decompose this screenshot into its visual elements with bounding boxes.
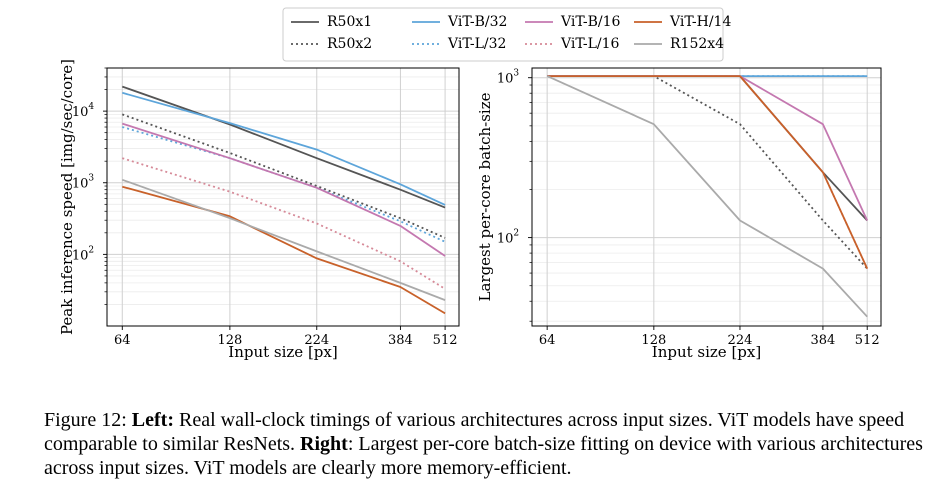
series-line-vit-l-16 xyxy=(547,75,869,269)
legend-label-vit-l-32: ViT-L/32 xyxy=(447,36,506,52)
y-tick-label: 102 xyxy=(497,229,519,247)
y-tick-exponent: 4 xyxy=(88,102,94,112)
x-tick-label: 224 xyxy=(728,333,753,348)
y-tick-exponent: 3 xyxy=(88,174,94,184)
figure-caption: Figure 12: Left: Real wall-clock timings… xyxy=(44,408,934,480)
x-tick-label: 64 xyxy=(114,333,131,348)
series-line-vit-b-16 xyxy=(122,122,446,257)
y-tick-exponent: 3 xyxy=(513,69,519,79)
caption-left-label: Left: xyxy=(131,409,174,431)
x-tick-label: 128 xyxy=(217,333,242,348)
x-axis-label: Input size [px] xyxy=(652,343,761,361)
legend: R50x1 ViT-B/32 ViT-B/16 ViT-H/14 R50x2 ViT-L/… xyxy=(282,7,731,62)
series-line-r152x4 xyxy=(121,178,446,301)
series-line-r50x2 xyxy=(547,75,868,270)
axes-frame xyxy=(531,67,882,327)
y-tick-exponent: 2 xyxy=(88,245,94,255)
figure-canvas: R50x1 ViT-B/32 ViT-B/16 ViT-H/14 R50x2 ViT-L/… xyxy=(58,7,882,361)
series-line-vit-h-14 xyxy=(122,185,446,315)
series-line-r50x1 xyxy=(122,85,446,209)
right-chart: 64 128 224 384 512 102 103 Input size [px] Large… xyxy=(476,67,882,361)
series-line-vit-b-32 xyxy=(122,91,446,206)
legend-label-vit-l-16: ViT-L/16 xyxy=(560,36,620,52)
legend-label-r50x1: R50x1 xyxy=(327,14,372,30)
legend-label-vit-b-32: ViT-B/32 xyxy=(447,14,507,30)
legend-label-vit-b-16: ViT-B/16 xyxy=(560,14,621,30)
series-line-vit-l-32 xyxy=(122,126,446,243)
x-tick-label: 384 xyxy=(811,333,836,348)
y-axis-label: Peak inference speed [img/sec/core] xyxy=(58,59,76,335)
legend-label-vit-h-14: ViT-H/14 xyxy=(669,14,731,30)
x-tick-label: 64 xyxy=(539,333,556,348)
legend-frame xyxy=(282,7,724,62)
legend-label-r50x2: R50x2 xyxy=(327,36,372,52)
axes-frame xyxy=(106,67,460,327)
series-line-r50x2 xyxy=(121,113,446,239)
series-line-r152x4 xyxy=(546,75,868,318)
legend-label-r152x4: R152x4 xyxy=(670,36,724,52)
y-axis-label: Largest per-core batch-size xyxy=(476,92,494,301)
x-axis-label: Input size [px] xyxy=(228,343,337,361)
caption-left-text: Real wall-clock timings of various archi… xyxy=(44,409,905,455)
series-line-vit-l-16 xyxy=(122,157,446,290)
grid xyxy=(529,68,881,326)
x-tick-label: 512 xyxy=(433,333,458,348)
x-tick-label: 384 xyxy=(388,333,413,348)
caption-figure-label: Figure 12: xyxy=(44,409,127,431)
y-tick-exponent: 2 xyxy=(513,229,519,239)
caption-right-text: : Largest per-core batch-size fitting on… xyxy=(44,433,923,479)
x-tick-label: 512 xyxy=(855,333,880,348)
x-tick-label: 128 xyxy=(641,333,666,348)
y-tick-label: 103 xyxy=(497,69,520,87)
caption-right-label: Right xyxy=(300,433,348,455)
series-line-vit-h-14 xyxy=(547,75,869,269)
x-tick-label: 224 xyxy=(304,333,329,348)
